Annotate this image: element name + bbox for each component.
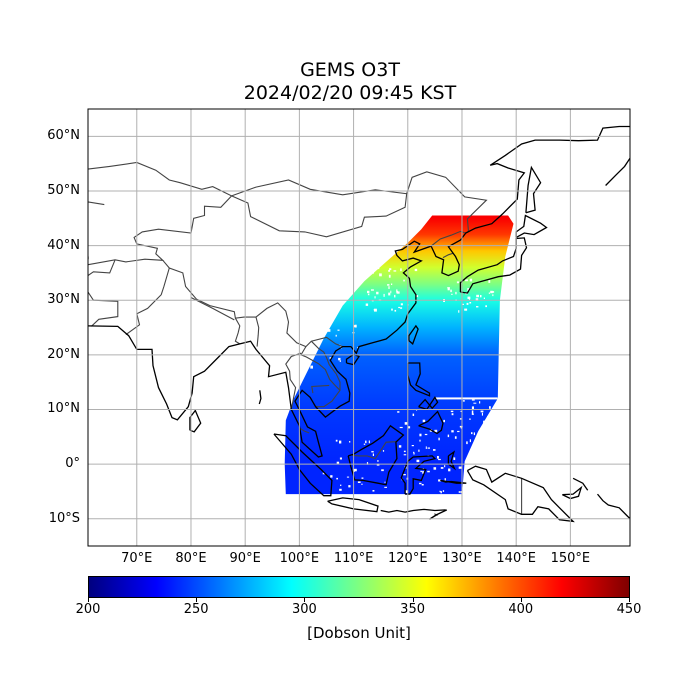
colorbar-tick-mark: [629, 598, 630, 602]
lat-tick-label: 60°N: [47, 128, 80, 144]
lat-tick-label: 20°N: [47, 346, 80, 362]
lon-tick-label: 80°E: [175, 551, 207, 566]
cloud-gaps: [299, 262, 498, 494]
gridlines: [88, 109, 630, 546]
colorbar-label: [Dobson Unit]: [307, 624, 411, 642]
lon-tick-label: 70°E: [121, 551, 153, 566]
colorbar: [88, 576, 630, 598]
colorbar-tick-label: 400: [508, 602, 534, 617]
colorbar-tick-label: 450: [616, 602, 642, 617]
colorbar-tick-mark: [412, 598, 414, 602]
lat-tick-label: 40°N: [47, 237, 80, 253]
colorbar-tick-label: 300: [291, 602, 317, 617]
lon-tick-label: 150°E: [550, 551, 591, 566]
map-subtitle: 2024/02/20 09:45 KST: [243, 82, 457, 104]
lat-tick-label: 50°N: [47, 182, 80, 198]
colorbar-tick-label: 350: [400, 602, 425, 617]
colorbar-tick-label: 200: [75, 602, 101, 617]
colorbar-tick-mark: [196, 598, 198, 602]
lat-tick-label: 10°N: [47, 401, 80, 417]
lon-tick-label: 110°E: [333, 551, 374, 566]
lat-tick-label: 10°S: [48, 510, 80, 526]
country-borders: [88, 161, 523, 516]
lon-tick-label: 130°E: [442, 551, 482, 566]
plot-frame: [87, 108, 631, 547]
lon-tick-label: 100°E: [279, 551, 320, 566]
lat-tick-label: 0°: [65, 456, 80, 472]
colorbar-tick-mark: [88, 598, 89, 602]
map-title: GEMS O3T: [300, 59, 400, 81]
lon-tick-label: 90°E: [229, 551, 261, 566]
lat-tick-label: 30°N: [47, 292, 80, 308]
colorbar-tick-label: 250: [183, 602, 209, 617]
lon-tick-label: 120°E: [388, 551, 428, 566]
colorbar-tick-mark: [304, 598, 306, 602]
lon-tick-label: 140°E: [496, 551, 536, 566]
colorbar-tick-mark: [520, 598, 522, 602]
